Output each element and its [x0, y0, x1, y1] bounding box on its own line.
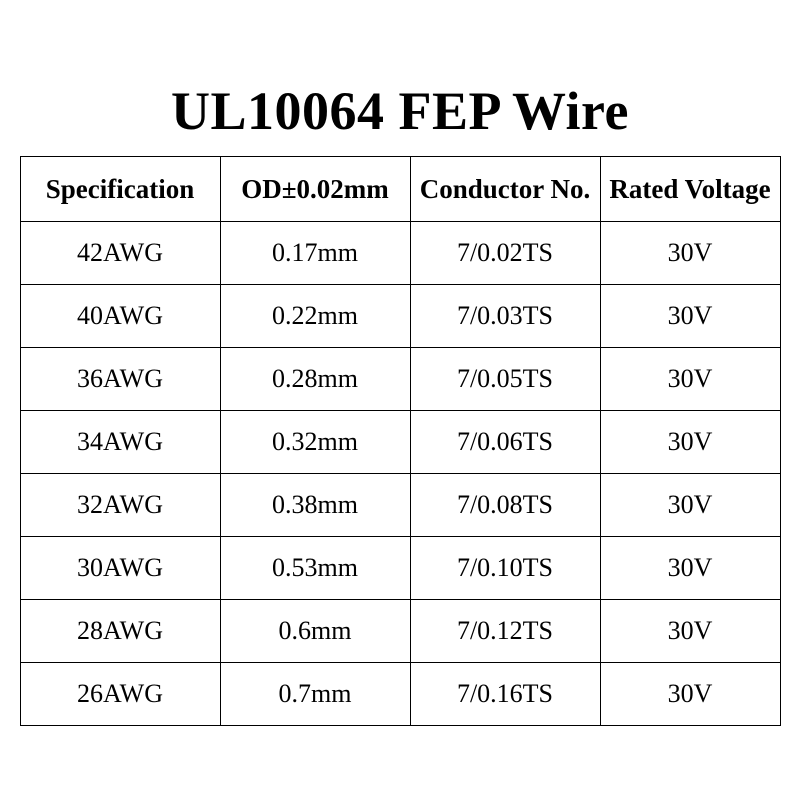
cell-voltage: 30V	[600, 348, 780, 411]
cell-voltage: 30V	[600, 537, 780, 600]
cell-od: 0.6mm	[220, 600, 410, 663]
cell-conductor: 7/0.03TS	[410, 285, 600, 348]
table-row: 30AWG 0.53mm 7/0.10TS 30V	[20, 537, 780, 600]
cell-od: 0.38mm	[220, 474, 410, 537]
cell-voltage: 30V	[600, 474, 780, 537]
cell-conductor: 7/0.02TS	[410, 222, 600, 285]
table-header-row: Specification OD±0.02mm Conductor No. Ra…	[20, 157, 780, 222]
table-row: 36AWG 0.28mm 7/0.05TS 30V	[20, 348, 780, 411]
cell-spec: 28AWG	[20, 600, 220, 663]
cell-spec: 26AWG	[20, 663, 220, 726]
page-title: UL10064 FEP Wire	[0, 80, 800, 142]
cell-spec: 30AWG	[20, 537, 220, 600]
table-row: 42AWG 0.17mm 7/0.02TS 30V	[20, 222, 780, 285]
cell-spec: 36AWG	[20, 348, 220, 411]
table-row: 28AWG 0.6mm 7/0.12TS 30V	[20, 600, 780, 663]
cell-voltage: 30V	[600, 222, 780, 285]
cell-voltage: 30V	[600, 411, 780, 474]
page: UL10064 FEP Wire Specification OD±0.02mm…	[0, 0, 800, 800]
col-header-voltage: Rated Voltage	[600, 157, 780, 222]
cell-spec: 40AWG	[20, 285, 220, 348]
col-header-od: OD±0.02mm	[220, 157, 410, 222]
table-row: 34AWG 0.32mm 7/0.06TS 30V	[20, 411, 780, 474]
col-header-conductor: Conductor No.	[410, 157, 600, 222]
cell-od: 0.53mm	[220, 537, 410, 600]
table-row: 40AWG 0.22mm 7/0.03TS 30V	[20, 285, 780, 348]
cell-voltage: 30V	[600, 600, 780, 663]
cell-conductor: 7/0.16TS	[410, 663, 600, 726]
cell-od: 0.17mm	[220, 222, 410, 285]
cell-od: 0.28mm	[220, 348, 410, 411]
cell-conductor: 7/0.06TS	[410, 411, 600, 474]
cell-od: 0.22mm	[220, 285, 410, 348]
table-row: 26AWG 0.7mm 7/0.16TS 30V	[20, 663, 780, 726]
cell-voltage: 30V	[600, 663, 780, 726]
cell-spec: 32AWG	[20, 474, 220, 537]
spec-table: Specification OD±0.02mm Conductor No. Ra…	[20, 156, 781, 726]
cell-od: 0.7mm	[220, 663, 410, 726]
cell-spec: 34AWG	[20, 411, 220, 474]
table-row: 32AWG 0.38mm 7/0.08TS 30V	[20, 474, 780, 537]
cell-spec: 42AWG	[20, 222, 220, 285]
col-header-specification: Specification	[20, 157, 220, 222]
cell-conductor: 7/0.08TS	[410, 474, 600, 537]
cell-od: 0.32mm	[220, 411, 410, 474]
cell-conductor: 7/0.10TS	[410, 537, 600, 600]
cell-conductor: 7/0.12TS	[410, 600, 600, 663]
cell-conductor: 7/0.05TS	[410, 348, 600, 411]
cell-voltage: 30V	[600, 285, 780, 348]
